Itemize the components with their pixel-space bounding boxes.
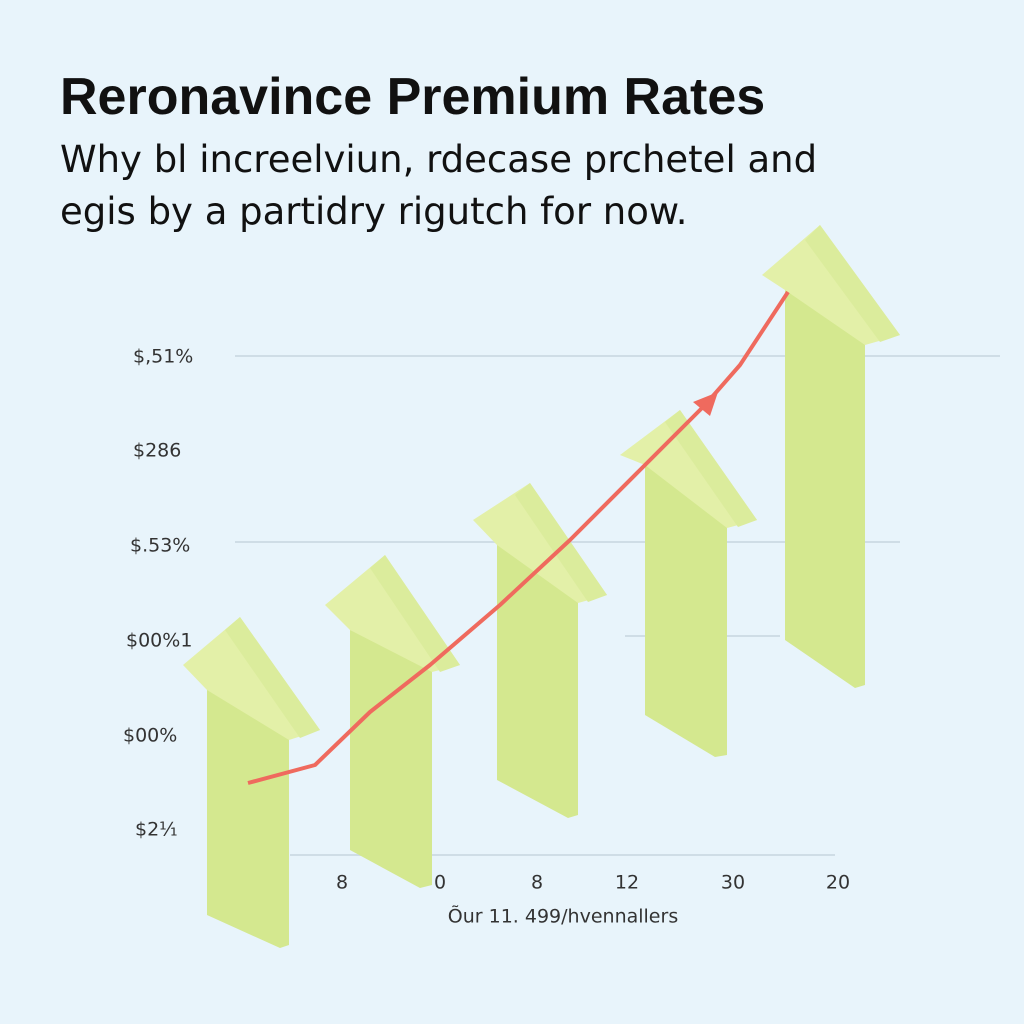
y-label: $,51% xyxy=(133,346,193,368)
x-label: 12 xyxy=(615,872,639,894)
x-label: 30 xyxy=(721,872,745,894)
title: Reronavince Premium Rates xyxy=(60,68,765,126)
trend-line-path xyxy=(247,290,790,785)
subtitle-line: Why bl increelviun, rdecase prchetel and xyxy=(60,138,817,181)
subtitle-line: egis by a partidry rigutch for now. xyxy=(60,190,688,233)
arrow xyxy=(473,483,607,818)
trend-arrowhead xyxy=(693,392,718,416)
arrow xyxy=(620,410,757,757)
x-label: 0 xyxy=(434,872,446,894)
arrow xyxy=(183,617,320,948)
y-label: $286 xyxy=(133,440,181,462)
trend-line xyxy=(247,290,790,785)
x-axis-label: Õur 11. 499/hvennallers xyxy=(448,905,678,928)
y-labels: $,51% $286 $.53% $00%1 $00% $2¹⁄₁ xyxy=(123,346,193,841)
x-label: 20 xyxy=(826,872,850,894)
y-label: $.53% xyxy=(130,535,190,557)
x-label: 8 xyxy=(336,872,348,894)
y-label: $00%1 xyxy=(126,630,192,652)
y-label: $2¹⁄₁ xyxy=(135,819,178,841)
x-label: 8 xyxy=(531,872,543,894)
arrow xyxy=(325,555,460,888)
arrow xyxy=(762,225,900,688)
y-label: $00% xyxy=(123,725,177,747)
x-labels: 8 0 8 12 30 20 xyxy=(336,872,850,894)
arrows xyxy=(183,225,900,948)
